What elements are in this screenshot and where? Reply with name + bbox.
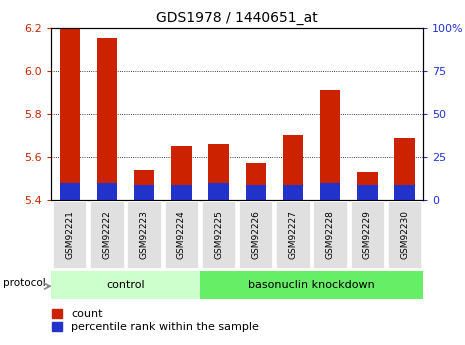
Text: GSM92224: GSM92224: [177, 210, 186, 259]
Bar: [283, 185, 303, 200]
Legend: count, percentile rank within the sample: count, percentile rank within the sample: [52, 309, 259, 332]
Bar: [394, 185, 415, 200]
FancyBboxPatch shape: [165, 201, 198, 268]
FancyBboxPatch shape: [276, 201, 310, 268]
Bar: [320, 90, 340, 200]
Text: GSM92226: GSM92226: [251, 210, 260, 259]
FancyBboxPatch shape: [200, 270, 423, 298]
FancyBboxPatch shape: [388, 201, 421, 268]
Bar: [97, 183, 117, 200]
Text: GSM92223: GSM92223: [140, 210, 149, 259]
Text: protocol: protocol: [3, 278, 46, 288]
Bar: [357, 185, 378, 200]
FancyBboxPatch shape: [90, 201, 124, 268]
Bar: [394, 138, 415, 200]
Bar: [134, 185, 154, 200]
Text: basonuclin knockdown: basonuclin knockdown: [248, 280, 375, 289]
Bar: [208, 183, 229, 200]
Text: GSM92222: GSM92222: [102, 210, 112, 259]
Bar: [134, 170, 154, 200]
Text: GSM92221: GSM92221: [65, 210, 74, 259]
FancyBboxPatch shape: [313, 201, 347, 268]
Bar: [171, 146, 192, 200]
Text: GSM92227: GSM92227: [288, 210, 298, 259]
Bar: [320, 183, 340, 200]
Text: control: control: [106, 280, 145, 289]
Title: GDS1978 / 1440651_at: GDS1978 / 1440651_at: [156, 11, 318, 25]
Bar: [357, 172, 378, 200]
Bar: [171, 185, 192, 200]
Text: GSM92229: GSM92229: [363, 210, 372, 259]
Bar: [60, 183, 80, 200]
Bar: [208, 144, 229, 200]
FancyBboxPatch shape: [202, 201, 235, 268]
Text: GSM92228: GSM92228: [326, 210, 335, 259]
FancyBboxPatch shape: [239, 201, 272, 268]
Bar: [246, 185, 266, 200]
FancyBboxPatch shape: [127, 201, 161, 268]
FancyBboxPatch shape: [53, 201, 86, 268]
Bar: [246, 164, 266, 200]
Text: GSM92230: GSM92230: [400, 210, 409, 259]
FancyBboxPatch shape: [351, 201, 384, 268]
Text: GSM92225: GSM92225: [214, 210, 223, 259]
FancyBboxPatch shape: [51, 270, 200, 298]
Bar: [60, 28, 80, 200]
Bar: [283, 136, 303, 200]
Bar: [97, 38, 117, 200]
